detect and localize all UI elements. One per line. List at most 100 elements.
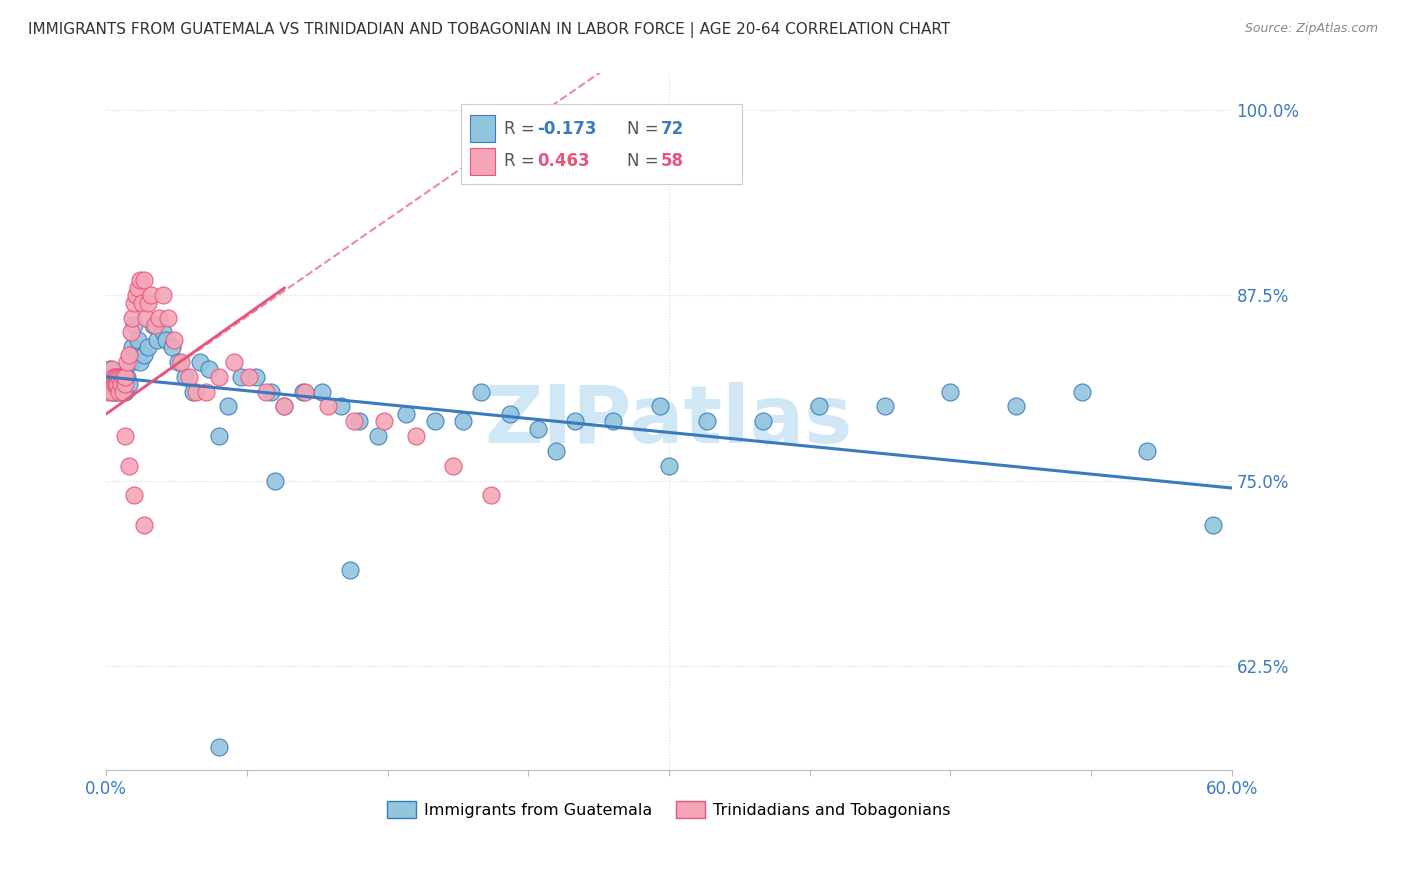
Text: ZIPatlas: ZIPatlas bbox=[485, 383, 853, 460]
Point bbox=[120, 326, 142, 340]
Point bbox=[602, 414, 624, 428]
Point bbox=[808, 400, 831, 414]
Point bbox=[98, 362, 121, 376]
Point bbox=[152, 326, 174, 340]
Point bbox=[146, 333, 169, 347]
Point bbox=[1005, 400, 1028, 414]
Point bbox=[103, 369, 125, 384]
Point bbox=[174, 369, 197, 384]
Text: R =: R = bbox=[503, 153, 540, 170]
Point bbox=[939, 384, 962, 399]
Point bbox=[273, 400, 295, 414]
Point bbox=[129, 355, 152, 369]
Point bbox=[104, 377, 127, 392]
Point bbox=[97, 369, 120, 384]
Point bbox=[118, 377, 141, 392]
Point bbox=[254, 384, 277, 399]
Point bbox=[136, 340, 159, 354]
Point bbox=[194, 384, 217, 399]
Point bbox=[339, 563, 361, 577]
Point bbox=[124, 488, 146, 502]
Point bbox=[294, 384, 316, 399]
Point bbox=[470, 384, 492, 399]
Point bbox=[107, 377, 129, 392]
Point bbox=[208, 429, 231, 443]
Point bbox=[188, 355, 211, 369]
Point bbox=[98, 369, 121, 384]
Point bbox=[231, 369, 253, 384]
FancyBboxPatch shape bbox=[461, 104, 742, 185]
Text: 72: 72 bbox=[661, 120, 685, 137]
Point bbox=[1202, 518, 1225, 533]
Point bbox=[136, 295, 159, 310]
Point bbox=[311, 384, 333, 399]
Point bbox=[132, 273, 155, 287]
Point bbox=[245, 369, 267, 384]
Point bbox=[110, 377, 132, 392]
Point bbox=[108, 369, 131, 384]
Point bbox=[104, 369, 127, 384]
Point bbox=[108, 369, 131, 384]
Point bbox=[343, 414, 366, 428]
Point bbox=[129, 273, 152, 287]
Point bbox=[405, 429, 427, 443]
Point bbox=[127, 281, 149, 295]
Text: IMMIGRANTS FROM GUATEMALA VS TRINIDADIAN AND TOBAGONIAN IN LABOR FORCE | AGE 20-: IMMIGRANTS FROM GUATEMALA VS TRINIDADIAN… bbox=[28, 22, 950, 38]
Point bbox=[479, 488, 502, 502]
Point bbox=[101, 362, 124, 376]
Point bbox=[97, 384, 120, 399]
Text: 0.463: 0.463 bbox=[537, 153, 591, 170]
Point bbox=[152, 288, 174, 302]
Point bbox=[141, 288, 163, 302]
Bar bbox=[470, 115, 495, 142]
Point bbox=[112, 369, 135, 384]
Point bbox=[120, 355, 142, 369]
Point bbox=[441, 458, 464, 473]
Point bbox=[98, 377, 121, 392]
Point bbox=[107, 384, 129, 399]
Point bbox=[104, 377, 127, 392]
Point bbox=[108, 384, 131, 399]
Point bbox=[110, 369, 132, 384]
Point bbox=[181, 384, 204, 399]
Point bbox=[526, 422, 548, 436]
Point bbox=[112, 384, 135, 399]
Bar bbox=[470, 148, 495, 175]
Point bbox=[373, 414, 395, 428]
Point bbox=[115, 355, 138, 369]
Text: -0.173: -0.173 bbox=[537, 120, 596, 137]
Point bbox=[127, 333, 149, 347]
Point bbox=[121, 310, 143, 325]
Point bbox=[114, 384, 136, 399]
Point bbox=[329, 400, 352, 414]
Point bbox=[103, 377, 125, 392]
Point bbox=[166, 355, 188, 369]
Point bbox=[103, 377, 125, 392]
Text: Source: ZipAtlas.com: Source: ZipAtlas.com bbox=[1244, 22, 1378, 36]
Point bbox=[395, 407, 418, 421]
Point bbox=[155, 333, 177, 347]
Point bbox=[160, 340, 183, 354]
Point bbox=[273, 400, 295, 414]
Point bbox=[186, 384, 208, 399]
Point bbox=[118, 348, 141, 362]
Point bbox=[546, 444, 568, 458]
Point bbox=[143, 318, 166, 332]
Text: 58: 58 bbox=[661, 153, 685, 170]
Point bbox=[135, 310, 157, 325]
Point bbox=[110, 377, 132, 392]
Point bbox=[114, 369, 136, 384]
Point bbox=[349, 414, 371, 428]
Point bbox=[148, 310, 170, 325]
Point bbox=[121, 340, 143, 354]
Point bbox=[108, 377, 131, 392]
Point bbox=[114, 369, 136, 384]
Point bbox=[1070, 384, 1092, 399]
Point bbox=[367, 429, 389, 443]
Point bbox=[423, 414, 446, 428]
Point bbox=[115, 369, 138, 384]
Point bbox=[873, 400, 896, 414]
Point bbox=[101, 384, 124, 399]
Point bbox=[564, 414, 586, 428]
Point bbox=[658, 458, 681, 473]
